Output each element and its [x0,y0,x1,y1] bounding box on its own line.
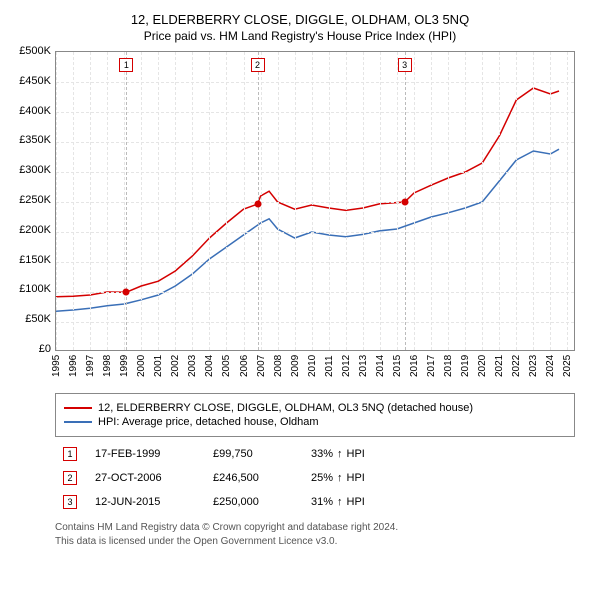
legend-row: HPI: Average price, detached house, Oldh… [64,416,566,428]
y-tick-label: £450K [19,75,51,87]
legend-row: 12, ELDERBERRY CLOSE, DIGGLE, OLDHAM, OL… [64,402,566,414]
x-axis-labels: 1995199619971998199920002001200220032004… [55,355,575,389]
series-hpi [56,149,559,311]
sale-marker-dot [254,201,261,208]
chart-subtitle: Price paid vs. HM Land Registry's House … [10,29,590,43]
sale-row: 1 17-FEB-1999 £99,750 33%↑HPI [55,447,575,461]
x-tick-label: 2025 [562,355,573,377]
y-tick-label: £350K [19,134,51,146]
x-tick-label: 1998 [102,355,113,377]
sale-row: 3 12-JUN-2015 £250,000 31%↑HPI [55,495,575,509]
x-tick-label: 1999 [119,355,130,377]
x-tick-label: 2010 [307,355,318,377]
house-price-chart: 12, ELDERBERRY CLOSE, DIGGLE, OLDHAM, OL… [10,12,590,548]
sale-price: £99,750 [213,448,293,460]
y-tick-label: £100K [19,283,51,295]
y-tick-label: £50K [25,313,51,325]
series-price_paid [56,88,559,297]
x-tick-label: 2013 [358,355,369,377]
x-tick-label: 2018 [443,355,454,377]
y-tick-label: £0 [39,343,51,355]
sale-pct: 31%↑HPI [311,496,365,508]
y-tick-label: £200K [19,224,51,236]
sale-index-box: 2 [63,471,77,485]
x-tick-label: 2000 [136,355,147,377]
footnote-line-2: This data is licensed under the Open Gov… [55,535,575,549]
x-tick-label: 2021 [494,355,505,377]
footnote: Contains HM Land Registry data © Crown c… [55,521,575,548]
x-tick-label: 1997 [85,355,96,377]
plot-area: 1 2 3 [55,51,575,351]
footnote-line-1: Contains HM Land Registry data © Crown c… [55,521,575,535]
x-tick-label: 2008 [273,355,284,377]
chart-title: 12, ELDERBERRY CLOSE, DIGGLE, OLDHAM, OL… [10,12,590,27]
legend-swatch [64,421,92,423]
x-tick-label: 2003 [187,355,198,377]
x-tick-label: 2011 [324,355,335,377]
y-tick-label: £150K [19,254,51,266]
x-tick-label: 2023 [528,355,539,377]
sale-date: 27-OCT-2006 [95,472,195,484]
sale-marker-dot [123,289,130,296]
arrow-up-icon: ↑ [337,472,343,484]
sale-date: 17-FEB-1999 [95,448,195,460]
x-tick-label: 2015 [392,355,403,377]
x-tick-label: 1995 [51,355,62,377]
legend-label: 12, ELDERBERRY CLOSE, DIGGLE, OLDHAM, OL… [98,402,473,414]
arrow-up-icon: ↑ [337,448,343,460]
sale-index-box: 3 [63,495,77,509]
x-tick-label: 2004 [204,355,215,377]
x-tick-label: 2012 [341,355,352,377]
y-axis-labels: £500K £450K £400K £350K £300K £250K £200K £150K… [10,45,55,355]
sale-marker-box: 1 [119,58,133,72]
y-tick-label: £250K [19,194,51,206]
sale-date: 12-JUN-2015 [95,496,195,508]
x-tick-label: 2017 [426,355,437,377]
x-tick-label: 2007 [256,355,267,377]
sale-marker-box: 3 [398,58,412,72]
x-tick-label: 2024 [545,355,556,377]
sale-pct: 25%↑HPI [311,472,365,484]
sale-pct: 33%↑HPI [311,448,365,460]
sale-row: 2 27-OCT-2006 £246,500 25%↑HPI [55,471,575,485]
legend-swatch [64,407,92,409]
arrow-up-icon: ↑ [337,496,343,508]
sale-marker-box: 2 [251,58,265,72]
sale-index-box: 1 [63,447,77,461]
x-tick-label: 2001 [153,355,164,377]
sale-marker-dot [401,199,408,206]
x-tick-label: 2014 [375,355,386,377]
x-tick-label: 2019 [460,355,471,377]
sale-price: £250,000 [213,496,293,508]
y-tick-label: £400K [19,105,51,117]
x-tick-label: 2020 [477,355,488,377]
x-tick-label: 2022 [511,355,522,377]
sale-price: £246,500 [213,472,293,484]
x-tick-label: 2005 [221,355,232,377]
x-tick-label: 1996 [68,355,79,377]
y-tick-label: £500K [19,45,51,57]
sales-list: 1 17-FEB-1999 £99,750 33%↑HPI 2 27-OCT-2006 £2… [10,447,590,509]
legend: 12, ELDERBERRY CLOSE, DIGGLE, OLDHAM, OL… [55,393,575,437]
x-tick-label: 2009 [290,355,301,377]
y-tick-label: £300K [19,164,51,176]
x-tick-label: 2006 [239,355,250,377]
x-tick-label: 2002 [170,355,181,377]
x-tick-label: 2016 [409,355,420,377]
legend-label: HPI: Average price, detached house, Oldh… [98,416,319,428]
